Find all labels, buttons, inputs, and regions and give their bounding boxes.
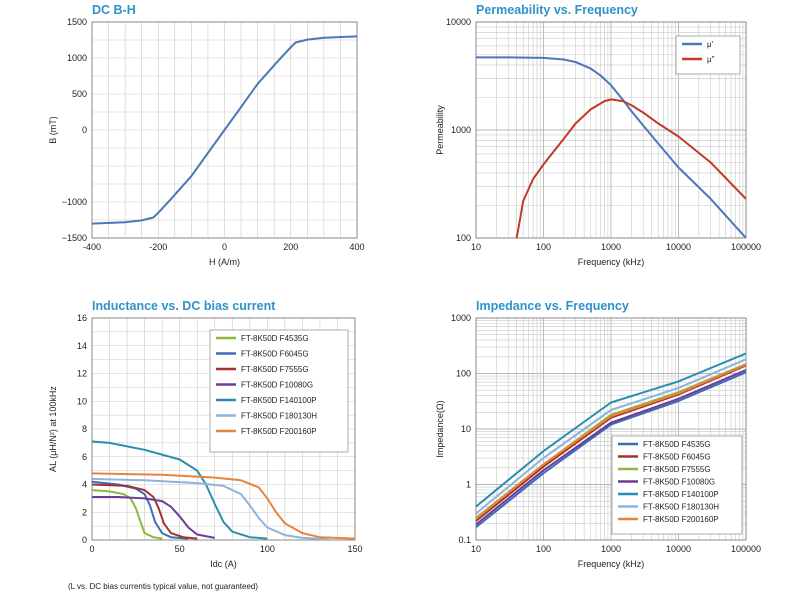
y-tick-label: 100	[456, 369, 471, 379]
series-line-1	[476, 56, 746, 238]
legend-label: FT-8K50D F4535G	[643, 440, 711, 449]
x-axis-label: H (A/m)	[209, 257, 240, 267]
x-tick-label: 100	[260, 544, 275, 554]
series-line-5	[476, 352, 746, 508]
chart-title: Impedance vs. Frequency	[476, 299, 629, 313]
x-tick-label: 10	[471, 544, 481, 554]
chart-title: Inductance vs. DC bias current	[92, 299, 276, 313]
x-tick-label: 100	[536, 544, 551, 554]
legend-label: FT-8K50D F140100P	[241, 396, 317, 405]
x-tick-label: 200	[283, 242, 298, 252]
y-tick-label: 6	[82, 452, 87, 462]
x-axis-label: Idc (A)	[210, 559, 237, 569]
y-tick-label: 0.1	[458, 535, 471, 545]
y-tick-label: −1500	[62, 233, 87, 243]
legend-box	[675, 35, 741, 75]
series-line-1	[92, 489, 163, 540]
y-tick-label: 8	[82, 424, 87, 434]
x-tick-label: 10000	[666, 242, 691, 252]
footnote: (L vs. DC bias currentis typical value, …	[68, 582, 259, 591]
legend-label: FT-8K50D F180130H	[241, 412, 317, 421]
y-axis-label: Impedance(Ω)	[435, 400, 445, 457]
y-tick-label: 16	[77, 313, 87, 323]
series-line-4	[476, 369, 746, 526]
x-tick-label: 400	[349, 242, 364, 252]
series-line-2	[515, 98, 746, 238]
chart-2: 10 100 1000 10000 100000100001000100Permeabi…	[435, 3, 761, 267]
y-tick-label: 10	[77, 396, 87, 406]
y-tick-label: 4	[82, 480, 87, 490]
plot-frame	[475, 21, 747, 239]
x-tick-label: 1000	[601, 544, 621, 554]
series-line-6	[476, 358, 746, 515]
y-axis-label: AL (μH/N²) at 100kHz	[48, 386, 58, 472]
y-tick-label: 1000	[451, 313, 471, 323]
legend-box	[611, 435, 743, 535]
x-tick-label: -400	[83, 242, 101, 252]
x-tick-label: 1000	[601, 242, 621, 252]
plot-frame	[91, 21, 358, 239]
x-tick-label: 100000	[731, 544, 761, 554]
y-tick-label: 0	[82, 535, 87, 545]
series-line-7	[92, 472, 355, 540]
chart-title: Permeability vs. Frequency	[476, 3, 638, 17]
chart-title: DC B-H	[92, 3, 136, 17]
y-tick-label: 10	[461, 424, 471, 434]
chart-3: 0 50 100 150 16 14 12 10 8 6 4 2 0 Inductance vs. DC …	[48, 299, 363, 569]
y-tick-label: 2	[82, 507, 87, 517]
chart-1: -400 -200 0 200 400 1500 1000 500 0 −1000 −1500 DC …	[48, 3, 365, 267]
x-tick-label: 100	[536, 242, 551, 252]
y-tick-label: 14	[77, 341, 87, 351]
series-line-1	[92, 35, 357, 225]
x-tick-label: 0	[222, 242, 227, 252]
legend-label: FT-8K50D F4535G	[241, 334, 309, 343]
series-line-6	[92, 477, 329, 540]
legend-label: FT-8K50D F6045G	[241, 350, 309, 359]
legend-label: FT-8K50D F7555G	[241, 365, 309, 374]
y-tick-label: −1000	[62, 197, 87, 207]
legend-label: FT-8K50D F7555G	[643, 465, 711, 474]
y-tick-label: 1	[466, 480, 471, 490]
x-tick-label: 150	[347, 544, 362, 554]
x-tick-label: 50	[175, 544, 185, 554]
plot-frame	[91, 317, 356, 541]
y-tick-label: 1000	[451, 125, 471, 135]
legend-label: FT-8K50D F200160P	[643, 515, 719, 524]
legend-label: FT-8K50D F200160P	[241, 427, 317, 436]
y-tick-label: 10000	[446, 17, 471, 27]
x-axis-label: Frequency (kHz)	[578, 559, 645, 569]
legend-label: FT-8K50D F180130H	[643, 503, 719, 512]
series-line-3	[92, 483, 198, 540]
y-axis-label: Permeability	[435, 105, 445, 155]
legend-label: FT-8K50D F10080G	[643, 478, 715, 487]
series-line-1	[476, 371, 746, 528]
legend-label: μ"	[707, 55, 715, 64]
y-tick-label: 500	[72, 89, 87, 99]
x-tick-label: 0	[89, 544, 94, 554]
x-tick-label: 10000	[666, 544, 691, 554]
y-tick-label: 12	[77, 369, 87, 379]
y-axis-label: B (mT)	[48, 116, 58, 144]
y-tick-label: 100	[456, 233, 471, 243]
x-tick-label: 100000	[731, 242, 761, 252]
plot-frame	[475, 317, 747, 541]
x-tick-label: 10	[471, 242, 481, 252]
legend-label: FT-8K50D F140100P	[643, 490, 719, 499]
y-tick-label: 1000	[67, 53, 87, 63]
x-tick-label: -200	[149, 242, 167, 252]
y-tick-label: 0	[82, 125, 87, 135]
legend-label: FT-8K50D F10080G	[241, 381, 313, 390]
series-line-4	[92, 496, 215, 539]
legend-label: μ'	[707, 40, 714, 49]
y-tick-label: 1500	[67, 17, 87, 27]
chart-4: 10 100 1000 10000 100000 1000 100 10 1 0.1 Impedan…	[435, 299, 761, 569]
series-line-7	[476, 363, 746, 520]
x-axis-label: Frequency (kHz)	[578, 257, 645, 267]
legend-label: FT-8K50D F6045G	[643, 453, 711, 462]
